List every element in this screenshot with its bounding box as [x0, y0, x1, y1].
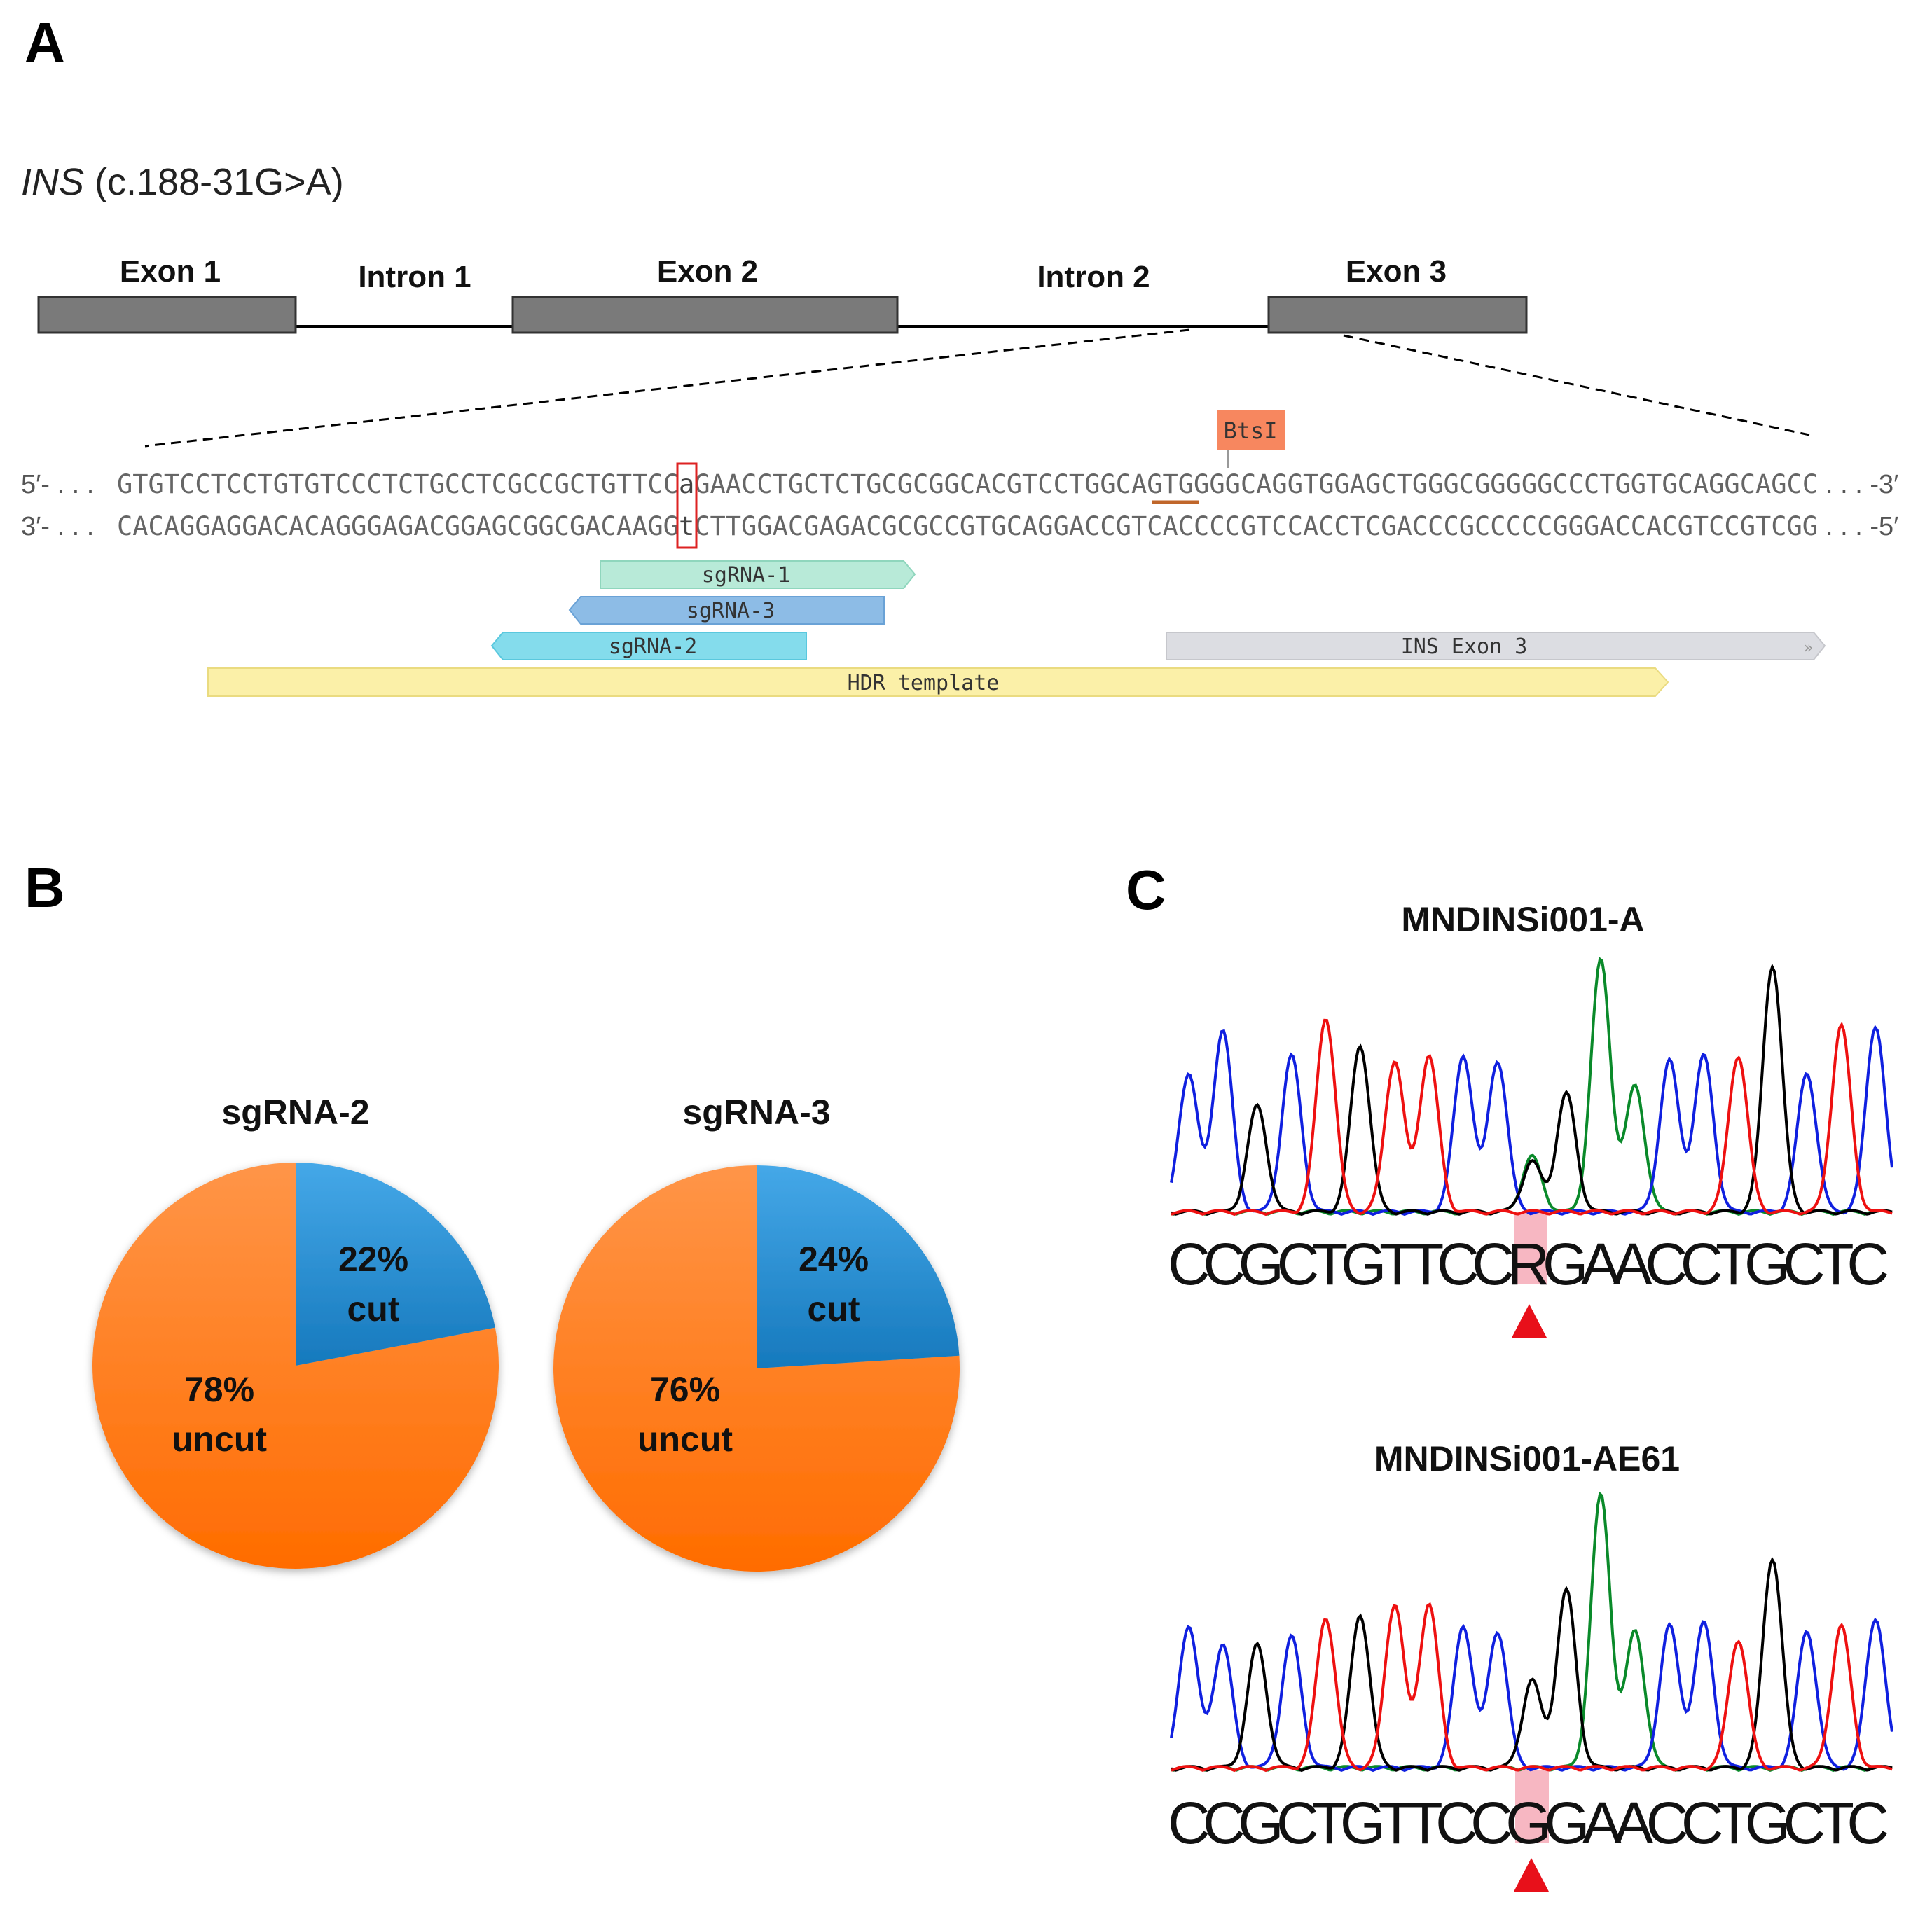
- bottom-strand-start: 3′- . . .: [21, 512, 94, 541]
- exon-1: [37, 296, 297, 334]
- svg-text:»: »: [1804, 639, 1813, 657]
- svg-text:sgRNA-1: sgRNA-1: [702, 563, 790, 588]
- mutation-highlight-box: [676, 462, 698, 549]
- exon-1-label: Exon 1: [120, 254, 221, 289]
- trace-t-line: [1171, 1602, 1893, 1773]
- uncut-pct-sgrna-3: 76%: [650, 1370, 720, 1409]
- pie-slice-uncut: [92, 1163, 499, 1569]
- btsi-site-box: [1217, 410, 1285, 450]
- svg-text:sgRNA-2: sgRNA-2: [609, 634, 697, 659]
- exon-2: [511, 296, 899, 334]
- uncut-label-sgrna-3: uncut: [637, 1420, 733, 1459]
- trace-t-line: [1171, 1018, 1893, 1216]
- feature-ins-exon-3: INS Exon 3 »: [1166, 632, 1826, 660]
- feature-sgrna-1: sgRNA-1: [600, 560, 916, 589]
- base-calls-2: CCGCTGTTCCGGAACCTGCTC: [1168, 1790, 1889, 1856]
- variant-highlight-2: [1515, 1770, 1549, 1843]
- trace-g-line: [1171, 1556, 1893, 1773]
- panel-a-label: A: [25, 11, 65, 74]
- top-strand-start: 5′- . . .: [21, 470, 94, 499]
- trace-c-line: [1170, 1617, 1893, 1773]
- variant-arrow-2: [1514, 1858, 1549, 1892]
- gene-title: INS (c.188-31G>A): [21, 161, 344, 203]
- exon-2-label: Exon 2: [657, 254, 758, 289]
- panel-c-label: C: [1126, 859, 1166, 921]
- exon-3: [1267, 296, 1528, 334]
- trace-a-line: [1171, 1491, 1893, 1773]
- trace-title-1: MNDINSi001-A: [1401, 900, 1644, 939]
- feature-sgrna-2: sgRNA-2: [490, 632, 807, 660]
- trace-g-line: [1171, 963, 1893, 1216]
- cut-pct-sgrna-3: 24%: [799, 1240, 869, 1279]
- bottom-strand-sequence: CACAGGAGGACACAGGGAGACGGAGCGGCGACAAGGtCTT…: [117, 511, 1818, 541]
- top-strand-sequence: GTGTCCTCCTGTGTCCCTCTGCCTCGCCGCTGTTCCaGAA…: [117, 469, 1818, 499]
- feature-sgrna-3: sgRNA-3: [568, 596, 885, 625]
- svg-text:sgRNA-3: sgRNA-3: [686, 599, 775, 623]
- intron-1-label: Intron 1: [358, 260, 471, 294]
- variant-highlight-1: [1514, 1212, 1547, 1284]
- trace-c-line: [1170, 1025, 1893, 1216]
- cut-label-sgrna-3: cut: [808, 1289, 860, 1329]
- pie-slice-cut: [296, 1163, 495, 1366]
- bottom-strand-end: . . . -5′: [1826, 512, 1898, 541]
- panel-b-label: B: [25, 857, 65, 919]
- svg-text:HDR template: HDR template: [848, 671, 1000, 695]
- variant-arrow-1: [1512, 1304, 1547, 1338]
- btsi-label: BtsI: [1223, 417, 1277, 444]
- cut-pct-sgrna-2: 22%: [338, 1240, 408, 1279]
- svg-text:INS Exon 3: INS Exon 3: [1401, 634, 1528, 659]
- trace-title-2: MNDINSi001-AE61: [1374, 1439, 1680, 1478]
- pie-title-sgrna-2: sgRNA-2: [221, 1093, 369, 1132]
- intron-2-label: Intron 2: [1037, 260, 1150, 294]
- feature-hdr-template: HDR template: [207, 667, 1669, 697]
- pie-slice-uncut: [553, 1165, 960, 1572]
- uncut-label-sgrna-2: uncut: [172, 1420, 267, 1459]
- exon-3-label: Exon 3: [1346, 254, 1447, 289]
- cut-label-sgrna-2: cut: [347, 1289, 400, 1329]
- gene-structure: Exon 1 Intron 1 Exon 2 Intron 2 Exon 3: [37, 254, 1810, 448]
- pie-title-sgrna-3: sgRNA-3: [682, 1093, 830, 1132]
- pie-slice-cut: [757, 1165, 960, 1368]
- uncut-pct-sgrna-2: 78%: [184, 1370, 254, 1409]
- base-calls-1: CCGCTGTTCCRGAACCTGCTC: [1168, 1231, 1889, 1297]
- top-strand-end: . . . -3′: [1826, 470, 1898, 499]
